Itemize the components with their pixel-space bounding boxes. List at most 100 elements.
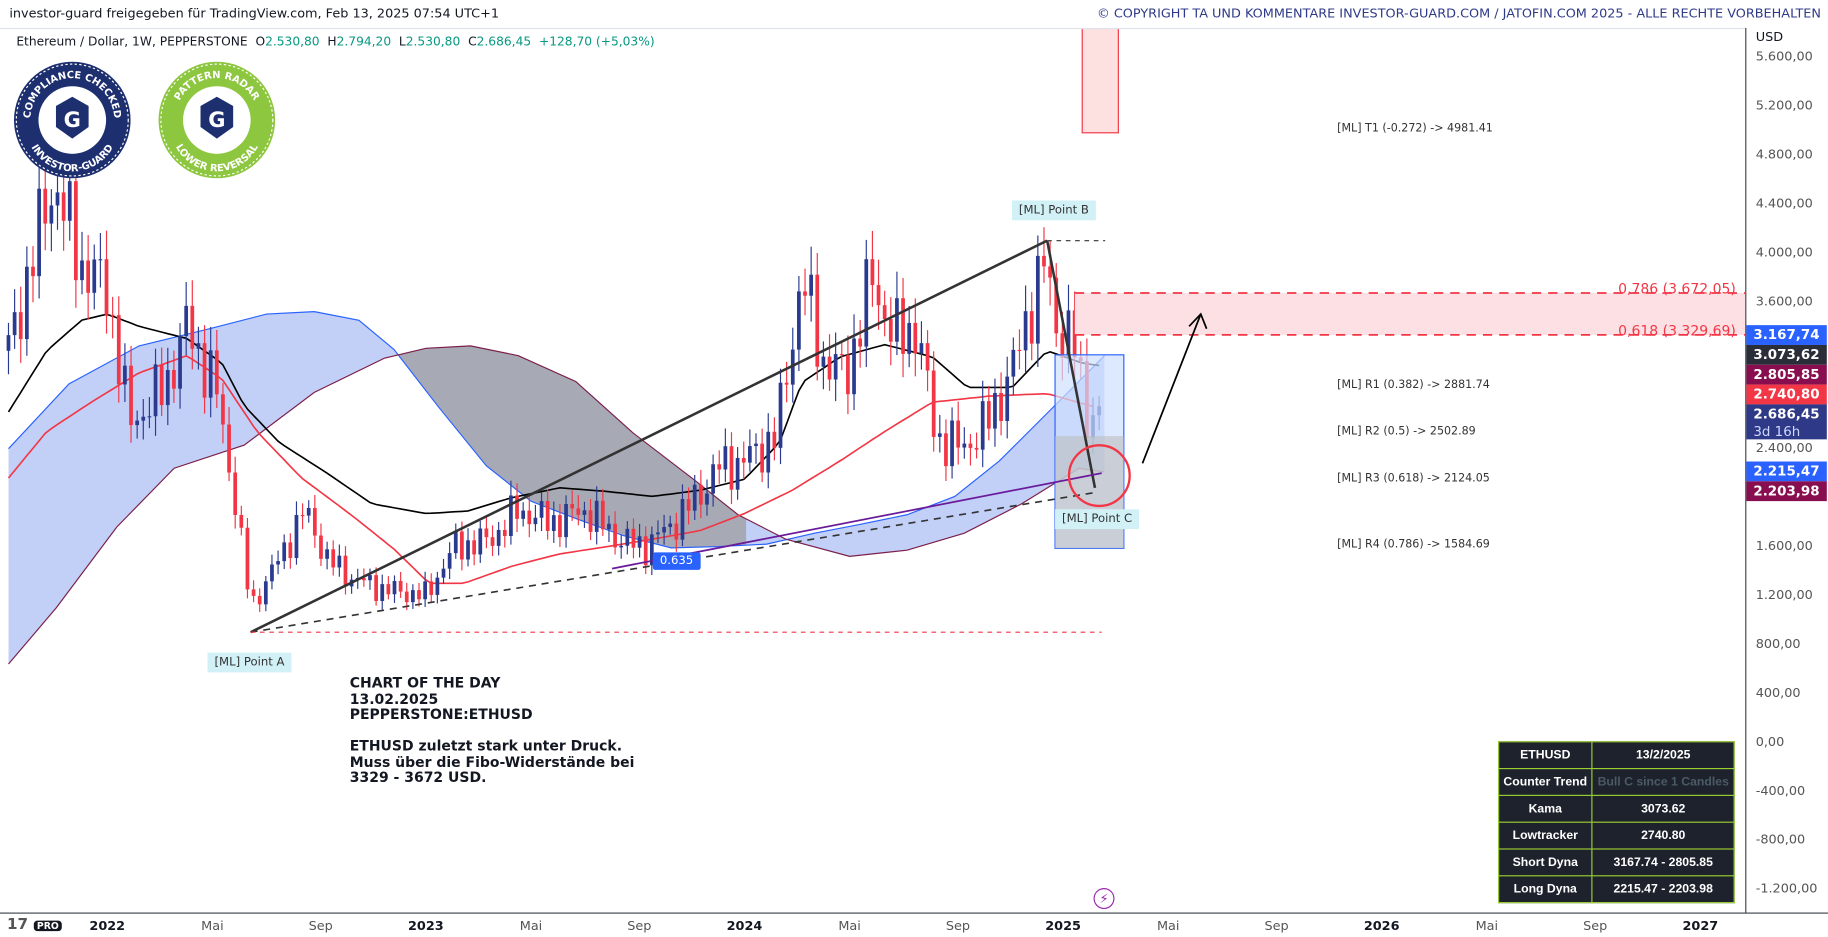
ml-point-label[interactable]: [ML] Point B xyxy=(1011,200,1096,221)
candle-body xyxy=(533,517,538,525)
candle-body xyxy=(245,527,250,590)
symbol-name[interactable]: Ethereum / Dollar, 1W, PEPPERSTONE xyxy=(16,34,248,49)
time-tick-label: 2023 xyxy=(408,918,444,934)
candle-body xyxy=(190,305,195,349)
candle-body xyxy=(31,266,35,277)
candle-body xyxy=(631,528,636,548)
candle-body xyxy=(276,561,280,565)
price-axis[interactable]: USD 5.600,00 5.200,00 4.800,00 4.400,00 4.00… xyxy=(1745,27,1828,913)
candle-body xyxy=(698,484,703,505)
candle-body xyxy=(1054,277,1059,334)
time-tick-label: 2024 xyxy=(726,918,763,934)
candle-body xyxy=(386,584,391,595)
price-tick-label: 5.600,00 xyxy=(1755,48,1813,65)
candle-body xyxy=(582,510,587,515)
candle-body xyxy=(809,274,814,296)
table-row: ETHUSD 13/2/2025 xyxy=(1497,741,1735,770)
candle-body xyxy=(980,401,985,450)
price-badge-value: 2.215,47 xyxy=(1753,462,1820,479)
candle-body xyxy=(37,188,41,277)
candle-body xyxy=(270,564,274,582)
close-value: 2.686,45 xyxy=(476,34,532,49)
lowtracker-line xyxy=(7,355,1094,585)
candle-body xyxy=(1066,310,1071,358)
time-tick-label: Mai xyxy=(201,918,224,934)
price-badge: 3.073,62 xyxy=(1746,344,1827,365)
candle-body xyxy=(594,500,599,532)
candle-body xyxy=(962,443,967,448)
price-badge: 3.167,74 xyxy=(1746,325,1827,345)
candle-body xyxy=(380,584,385,601)
candle-body xyxy=(404,591,409,603)
price-tick-label: -400,00 xyxy=(1755,783,1806,799)
price-badge: 2.805,85 xyxy=(1746,364,1827,385)
candle-body xyxy=(919,343,924,354)
price-badge-value: 2.805,85 xyxy=(1753,365,1820,383)
candle-body xyxy=(907,322,912,354)
candle-body xyxy=(852,338,856,395)
svg-text:G: G xyxy=(208,108,225,132)
candle-body xyxy=(913,322,918,354)
shared-by-text: investor-guard freigegeben für TradingVi… xyxy=(9,5,500,21)
candle-body xyxy=(723,446,728,470)
candle-body xyxy=(741,457,746,463)
fib-level-label[interactable]: 0,786 (3.672,05) xyxy=(1618,281,1736,298)
candle-body xyxy=(147,416,152,418)
candle-body xyxy=(123,365,127,385)
candle-body xyxy=(411,590,415,603)
price-tick-label: -1.200,00 xyxy=(1755,881,1818,897)
lightning-icon[interactable]: ⚡ xyxy=(1093,888,1115,910)
candle-body xyxy=(662,527,666,533)
candle-body xyxy=(227,424,231,473)
candle-body xyxy=(882,305,887,320)
ml-point-label[interactable]: [ML] Point C xyxy=(1055,509,1140,530)
candle-body xyxy=(502,529,507,537)
forecast-arrow-icon xyxy=(1141,313,1202,464)
fib-ratio-badge[interactable]: 0.635 xyxy=(652,552,701,570)
price-tick-label: 800,00 xyxy=(1755,636,1801,652)
tradingview-logo[interactable]: 17 PRO xyxy=(7,916,63,933)
price-tick-label: 4.000,00 xyxy=(1755,244,1813,260)
price-chart-canvas[interactable] xyxy=(0,27,1746,913)
candle-body xyxy=(129,365,133,426)
time-axis[interactable]: 17 PRO 2022 Mai Sep 2023 Mai Sep 2024 Mai Sep 202… xyxy=(0,912,1828,937)
candle-body xyxy=(257,595,262,605)
candle-body xyxy=(435,577,440,595)
top-bar: investor-guard freigegeben für TradingVi… xyxy=(0,0,1828,28)
candle-body xyxy=(288,542,293,558)
time-tick-label: Sep xyxy=(945,918,971,934)
candle-body xyxy=(705,493,709,505)
target-zone-rect xyxy=(1081,27,1119,134)
candle-body xyxy=(453,531,458,554)
time-tick-label: Mai xyxy=(1475,918,1499,934)
candle-body xyxy=(944,433,948,467)
fib-level-label[interactable]: 0,618 (3.329,69) xyxy=(1618,323,1736,340)
ml-level-label[interactable]: [ML] R4 (0.786) -> 1584.69 xyxy=(1337,537,1490,551)
ml-point-label[interactable]: [ML] Point A xyxy=(207,652,292,673)
table-key: Short Dyna xyxy=(1497,848,1593,877)
candle-body xyxy=(1017,349,1022,352)
ml-level-label[interactable]: [ML] R1 (0.382) -> 2881.74 xyxy=(1337,379,1490,393)
fib-zone xyxy=(1074,293,1746,335)
close-label: C xyxy=(468,34,477,49)
candle-body xyxy=(478,528,483,555)
candle-body xyxy=(1029,311,1034,344)
candle-body xyxy=(116,315,121,385)
candle-body xyxy=(937,433,942,437)
time-tick-label: Sep xyxy=(308,918,333,934)
candle-body xyxy=(643,536,648,566)
candle-body xyxy=(680,499,685,540)
svg-text:G: G xyxy=(64,108,81,132)
ml-level-label[interactable]: [ML] R3 (0.618) -> 2124.05 xyxy=(1337,471,1490,485)
candle-body xyxy=(950,420,954,467)
ml-level-label[interactable]: [ML] T1 (-0.272) -> 4981.41 xyxy=(1337,122,1493,136)
candle-body xyxy=(527,510,532,525)
candle-body xyxy=(423,581,427,600)
price-tick-label: 4.800,00 xyxy=(1755,146,1813,162)
candle-body xyxy=(974,447,979,450)
candle-body xyxy=(803,291,807,296)
ml-level-label[interactable]: [ML] R2 (0.5) -> 2502.89 xyxy=(1337,425,1476,439)
candle-body xyxy=(178,336,182,389)
candle-body xyxy=(184,305,189,337)
price-tick-label: 0,00 xyxy=(1755,734,1785,750)
